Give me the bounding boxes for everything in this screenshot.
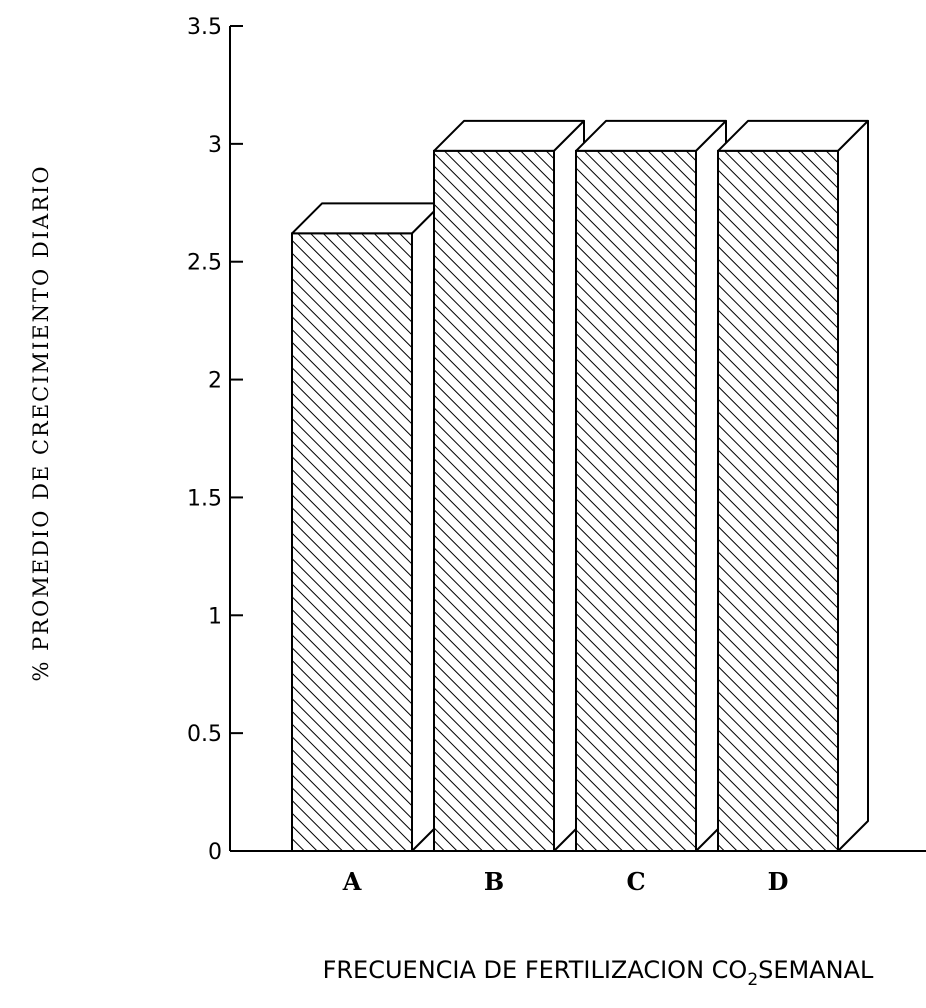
x-tick-label: A	[342, 867, 362, 896]
x-axis-label: FRECUENCIA DE FERTILIZACION CO2SEMANAL	[323, 956, 874, 990]
x-axis-label-main: FRECUENCIA DE FERTILIZACION CO	[323, 956, 748, 984]
y-tick-label: 2	[208, 369, 222, 394]
bar	[433, 119, 585, 852]
x-axis-label-subscript: 2	[747, 970, 758, 990]
y-tick-label: 0.5	[187, 722, 222, 747]
bar	[575, 119, 727, 852]
x-axis-label-suffix: SEMANAL	[758, 956, 874, 984]
bar	[717, 119, 869, 852]
y-tick-label: 1	[208, 604, 222, 629]
x-tick-label: C	[626, 867, 645, 896]
bar	[291, 202, 443, 852]
y-tick-label: 3	[208, 133, 222, 158]
y-axis-label: % PROMEDIO DE CRECIMIENTO DIARIO	[29, 164, 53, 681]
labels: % PROMEDIO DE CRECIMIENTO DIARIO FRECUEN…	[29, 164, 874, 990]
y-tick-label: 2.5	[187, 251, 222, 276]
y-tick-label: 0	[208, 840, 222, 865]
x-tick-label: D	[768, 867, 789, 896]
y-tick-label: 3.5	[187, 15, 222, 40]
y-tick-label: 1.5	[187, 486, 222, 511]
bars: A B C D	[291, 119, 869, 896]
x-tick-label: B	[484, 867, 504, 896]
